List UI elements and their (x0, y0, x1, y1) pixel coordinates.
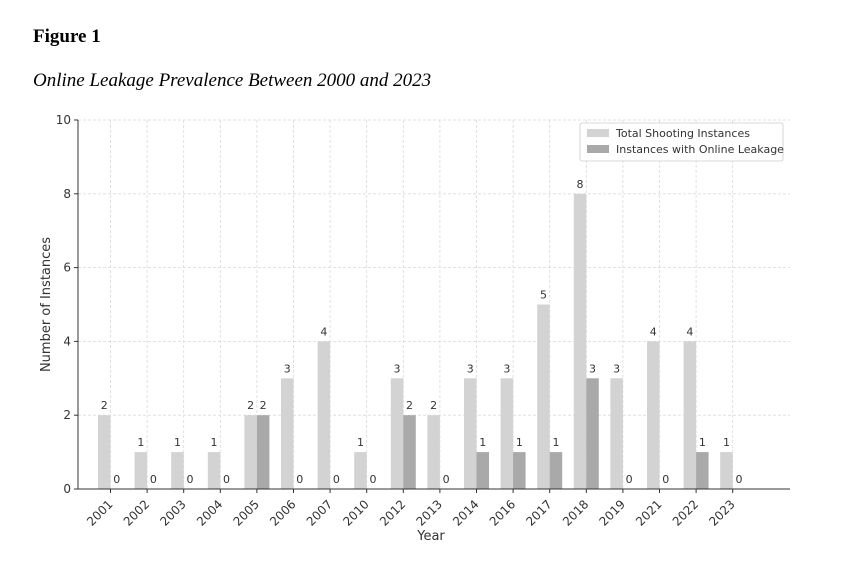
data-label: 2 (101, 399, 108, 412)
x-tick-label: 2013 (414, 497, 445, 528)
data-label: 2 (247, 399, 254, 412)
data-label: 1 (137, 436, 144, 449)
x-tick-label: 2003 (157, 497, 188, 528)
data-label: 1 (516, 436, 523, 449)
data-label: 1 (174, 436, 181, 449)
data-label: 3 (394, 362, 401, 375)
x-tick-label: 2019 (597, 497, 628, 528)
data-label: 0 (113, 473, 120, 486)
data-label: 0 (369, 473, 376, 486)
online-leakage-bar[interactable] (696, 452, 709, 489)
data-label: 8 (577, 178, 584, 191)
data-label: 0 (333, 473, 340, 486)
data-label: 5 (540, 289, 547, 302)
data-label: 1 (699, 436, 706, 449)
data-label: 1 (357, 436, 364, 449)
total-instances-bar[interactable] (207, 452, 221, 489)
data-label: 4 (686, 325, 693, 338)
data-label: 1 (479, 436, 486, 449)
data-label: 1 (723, 436, 730, 449)
total-instances-bar[interactable] (464, 378, 477, 489)
x-tick-label: 2001 (84, 497, 115, 528)
total-instances-bar[interactable] (573, 193, 587, 490)
x-tick-label: 2022 (670, 497, 701, 528)
x-tick-label: 2006 (267, 497, 298, 528)
legend-swatch (587, 145, 609, 153)
x-tick-label: 2012 (377, 497, 408, 528)
bars (98, 193, 733, 490)
total-instances-bar[interactable] (281, 378, 294, 489)
total-instances-bar[interactable] (720, 452, 733, 489)
y-tick-label: 4 (63, 334, 71, 348)
y-tick-label: 0 (63, 482, 71, 496)
data-label: 3 (589, 362, 596, 375)
data-label: 0 (150, 473, 157, 486)
y-tick-label: 6 (63, 261, 71, 275)
legend-label: Instances with Online Leakage (616, 143, 784, 156)
x-tick-label: 2017 (523, 497, 554, 528)
data-label: 3 (284, 362, 291, 375)
x-tick-label: 2005 (231, 497, 262, 528)
online-leakage-bar[interactable] (549, 452, 563, 489)
labels: 2 1 1 1 2 3 4 1 3 2 3 3 5 8 3 4 4 1 0 0 0 0 2 0 0 0 2 0 1 1 1 3 0 0 1 0 (101, 178, 743, 486)
total-instances-bar[interactable] (537, 304, 550, 490)
online-leakage-bar[interactable] (403, 415, 416, 489)
total-instances-bar[interactable] (171, 452, 184, 489)
legend-label: Total Shooting Instances (615, 127, 750, 140)
x-tick-label: 2016 (487, 497, 518, 528)
total-instances-bar[interactable] (244, 415, 257, 489)
x-axis-title: Year (416, 529, 445, 544)
data-label: 0 (443, 473, 450, 486)
data-label: 1 (211, 436, 218, 449)
online-leakage-bar[interactable] (476, 452, 490, 489)
x-tick-label: 2002 (121, 497, 152, 528)
x-tick-label: 2018 (560, 497, 591, 528)
legend-swatch (587, 129, 609, 137)
data-label: 4 (320, 325, 327, 338)
data-label: 0 (735, 473, 742, 486)
x-tick-label: 2004 (194, 497, 225, 528)
figure-label: Figure 1 (33, 26, 101, 47)
figure-caption: Online Leakage Prevalence Between 2000 a… (33, 70, 432, 91)
total-instances-bar[interactable] (610, 378, 623, 489)
data-label: 2 (430, 399, 437, 412)
data-label: 2 (260, 399, 267, 412)
legend-box (579, 122, 784, 162)
y-tick-label: 8 (63, 187, 71, 201)
x-tick-label: 2010 (340, 497, 371, 528)
data-label: 0 (223, 473, 230, 486)
x-tick-label: 2023 (706, 497, 737, 528)
x-tick-label: 2021 (633, 497, 664, 528)
total-instances-bar[interactable] (134, 452, 148, 489)
data-label: 3 (613, 362, 620, 375)
y-tick-label: 2 (63, 408, 71, 422)
data-label: 2 (406, 399, 413, 412)
data-label: 3 (467, 362, 474, 375)
x-tick-label: 2014 (450, 497, 481, 528)
data-label: 0 (662, 473, 669, 486)
total-instances-bar[interactable] (683, 341, 697, 489)
legend: Total Shooting Instances Instances with O… (579, 122, 784, 162)
total-instances-bar[interactable] (354, 452, 367, 489)
data-label: 3 (503, 362, 510, 375)
online-leakage-bar[interactable] (586, 378, 599, 489)
total-instances-bar[interactable] (500, 378, 514, 489)
x-tick-label: 2007 (304, 497, 335, 528)
data-label: 0 (296, 473, 303, 486)
total-instances-bar[interactable] (98, 415, 111, 489)
data-label: 0 (626, 473, 633, 486)
online-leakage-bar[interactable] (513, 452, 526, 489)
data-label: 4 (650, 325, 657, 338)
online-leakage-bar[interactable] (256, 415, 270, 489)
total-instances-bar[interactable] (390, 378, 404, 489)
data-label: 0 (186, 473, 193, 486)
total-instances-bar[interactable] (647, 341, 660, 489)
total-instances-bar[interactable] (427, 415, 440, 489)
y-tick-label: 10 (56, 113, 71, 127)
y-axis-title: Number of Instances (39, 237, 54, 372)
total-instances-bar[interactable] (317, 341, 331, 489)
data-label: 1 (552, 436, 559, 449)
